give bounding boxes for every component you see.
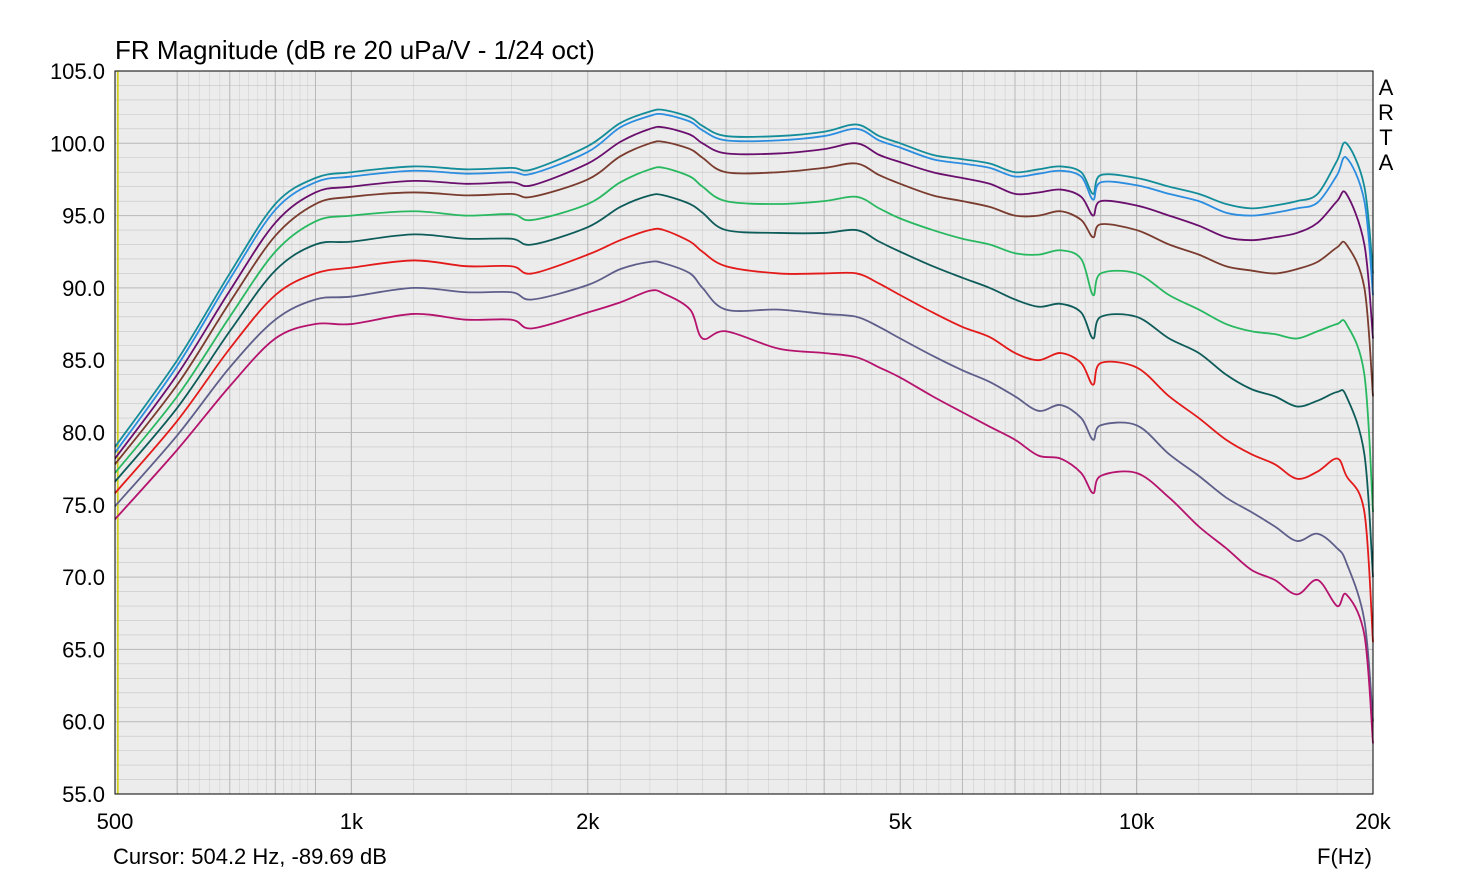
y-axis-ticks: 105.0 100.0 95.0 90.0 85.0 80.0 75.0 70.0 65.0 60… (50, 59, 105, 807)
side-label-letter: A (1379, 150, 1394, 175)
series-line-4 (114, 140, 1374, 465)
y-tick-label: 95.0 (62, 204, 105, 229)
series-line-9 (114, 289, 1374, 744)
x-tick-label: 500 (97, 809, 134, 834)
x-axis-ticks: 500 1k 2k 5k 10k 20k (97, 809, 1392, 834)
series-line-5 (114, 166, 1374, 513)
x-tick-label: 5k (889, 809, 913, 834)
y-tick-label: 60.0 (62, 710, 105, 735)
plot-border (114, 70, 1374, 795)
y-tick-label: 90.0 (62, 276, 105, 301)
side-label-letter: R (1378, 100, 1394, 125)
series-layer (114, 108, 1374, 744)
y-tick-label: 70.0 (62, 565, 105, 590)
y-tick-label: 65.0 (62, 637, 105, 662)
x-tick-label: 1k (340, 809, 364, 834)
y-tick-label: 85.0 (62, 348, 105, 373)
y-tick-label: 75.0 (62, 493, 105, 518)
cursor-readout: Cursor: 504.2 Hz, -89.69 dB (113, 844, 387, 869)
x-axis-label: F(Hz) (1317, 844, 1372, 869)
series-line-7 (114, 227, 1374, 643)
chart-title: FR Magnitude (dB re 20 uPa/V - 1/24 oct) (115, 35, 595, 65)
y-tick-label: 80.0 (62, 421, 105, 446)
series-line-8 (114, 260, 1374, 722)
side-label-letter: T (1379, 125, 1392, 150)
x-tick-label: 2k (576, 809, 600, 834)
series-line-1 (114, 108, 1374, 448)
y-tick-label: 55.0 (62, 782, 105, 807)
series-line-6 (114, 193, 1374, 578)
series-line-2 (114, 112, 1374, 454)
x-tick-label: 20k (1355, 809, 1391, 834)
x-tick-label: 10k (1119, 809, 1155, 834)
y-tick-label: 105.0 (50, 59, 105, 84)
y-tick-label: 100.0 (50, 131, 105, 156)
series-line-3 (114, 125, 1374, 460)
side-label-letter: A (1379, 75, 1394, 100)
